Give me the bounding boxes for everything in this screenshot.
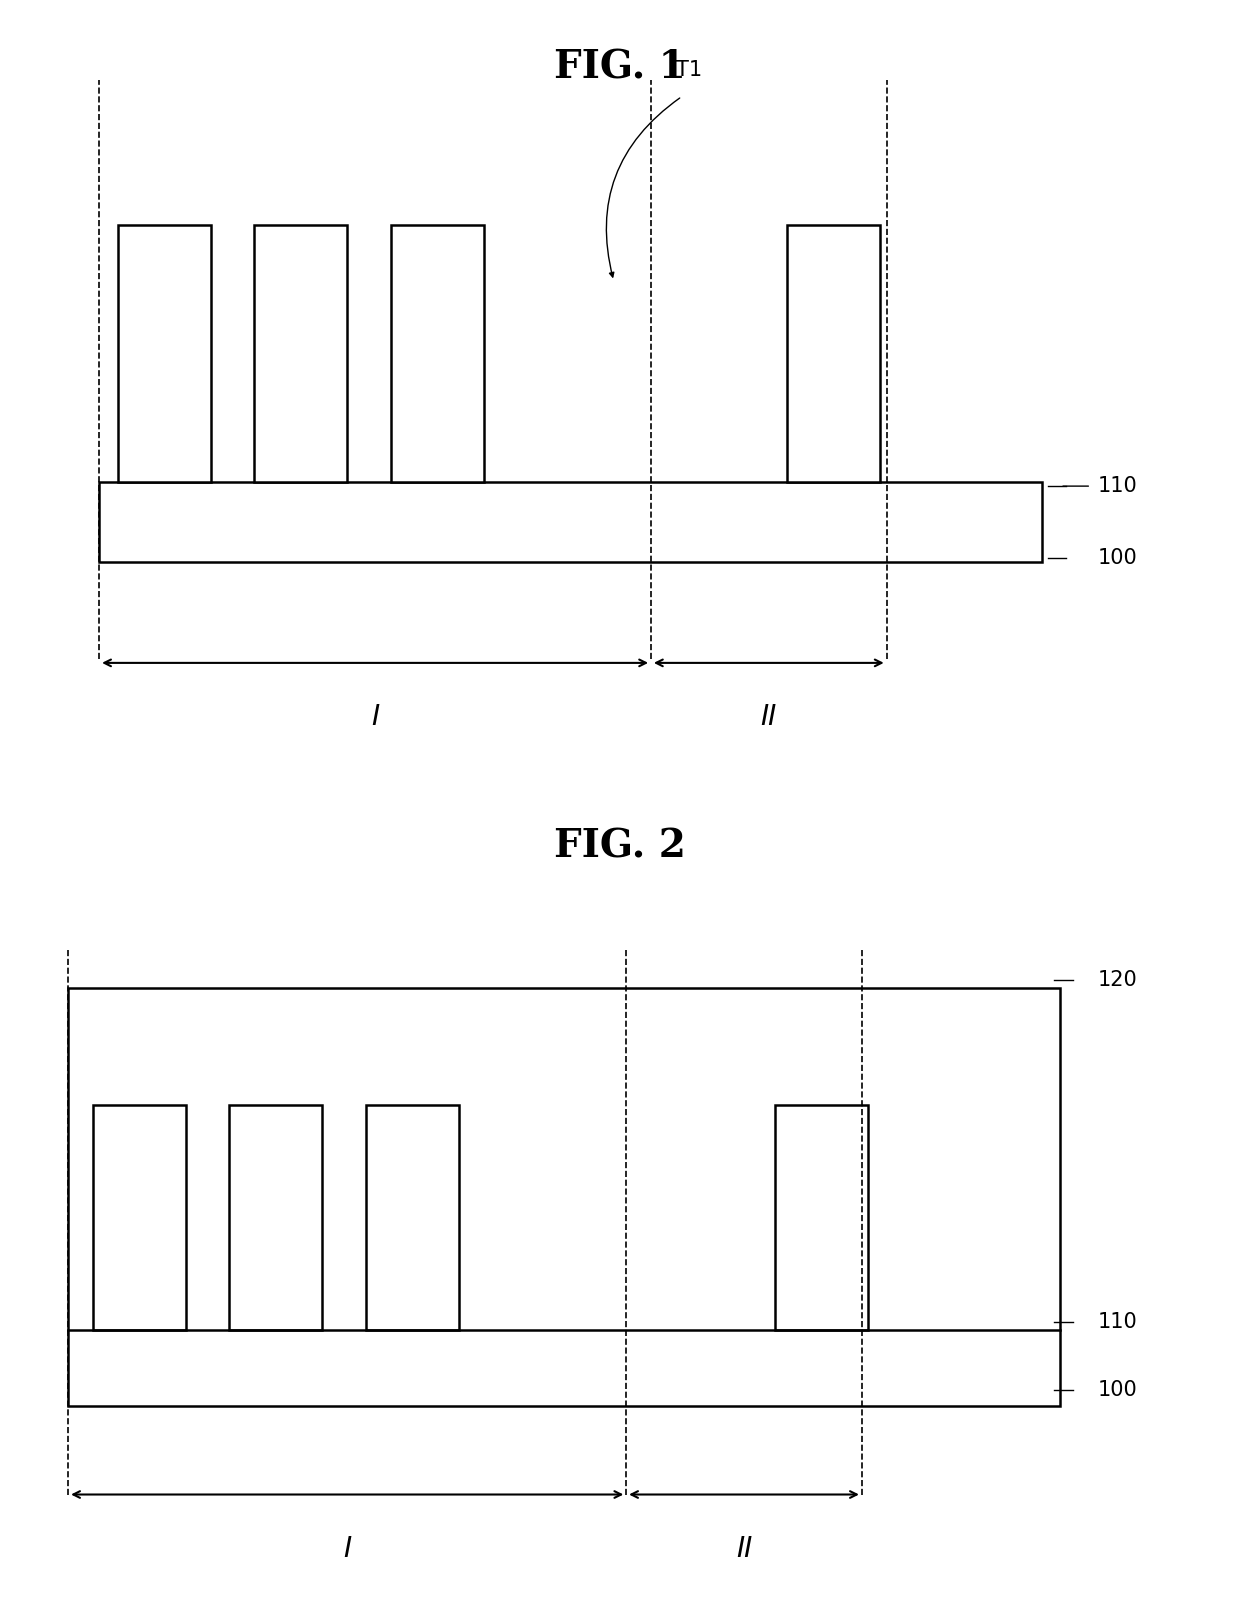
Bar xyxy=(775,1106,868,1331)
Text: 100: 100 xyxy=(1097,1380,1137,1400)
Bar xyxy=(93,1106,186,1331)
Text: II: II xyxy=(735,1535,753,1562)
Text: I: I xyxy=(371,704,379,731)
Bar xyxy=(254,225,347,482)
Bar xyxy=(229,1106,322,1331)
Text: FIG. 1: FIG. 1 xyxy=(554,48,686,87)
Text: FIG. 2: FIG. 2 xyxy=(554,828,686,866)
FancyArrowPatch shape xyxy=(606,98,680,276)
Text: 100: 100 xyxy=(1097,548,1137,569)
Text: 120: 120 xyxy=(1097,971,1137,990)
Bar xyxy=(787,225,880,482)
Text: 110: 110 xyxy=(1097,1311,1137,1332)
Bar xyxy=(68,988,1060,1406)
Bar xyxy=(118,225,211,482)
Bar xyxy=(366,1106,459,1331)
Bar xyxy=(391,225,484,482)
Text: 110: 110 xyxy=(1097,476,1137,497)
Text: I: I xyxy=(343,1535,351,1562)
Bar xyxy=(99,482,1042,562)
Text: II: II xyxy=(760,704,777,731)
Text: T1: T1 xyxy=(676,61,702,80)
